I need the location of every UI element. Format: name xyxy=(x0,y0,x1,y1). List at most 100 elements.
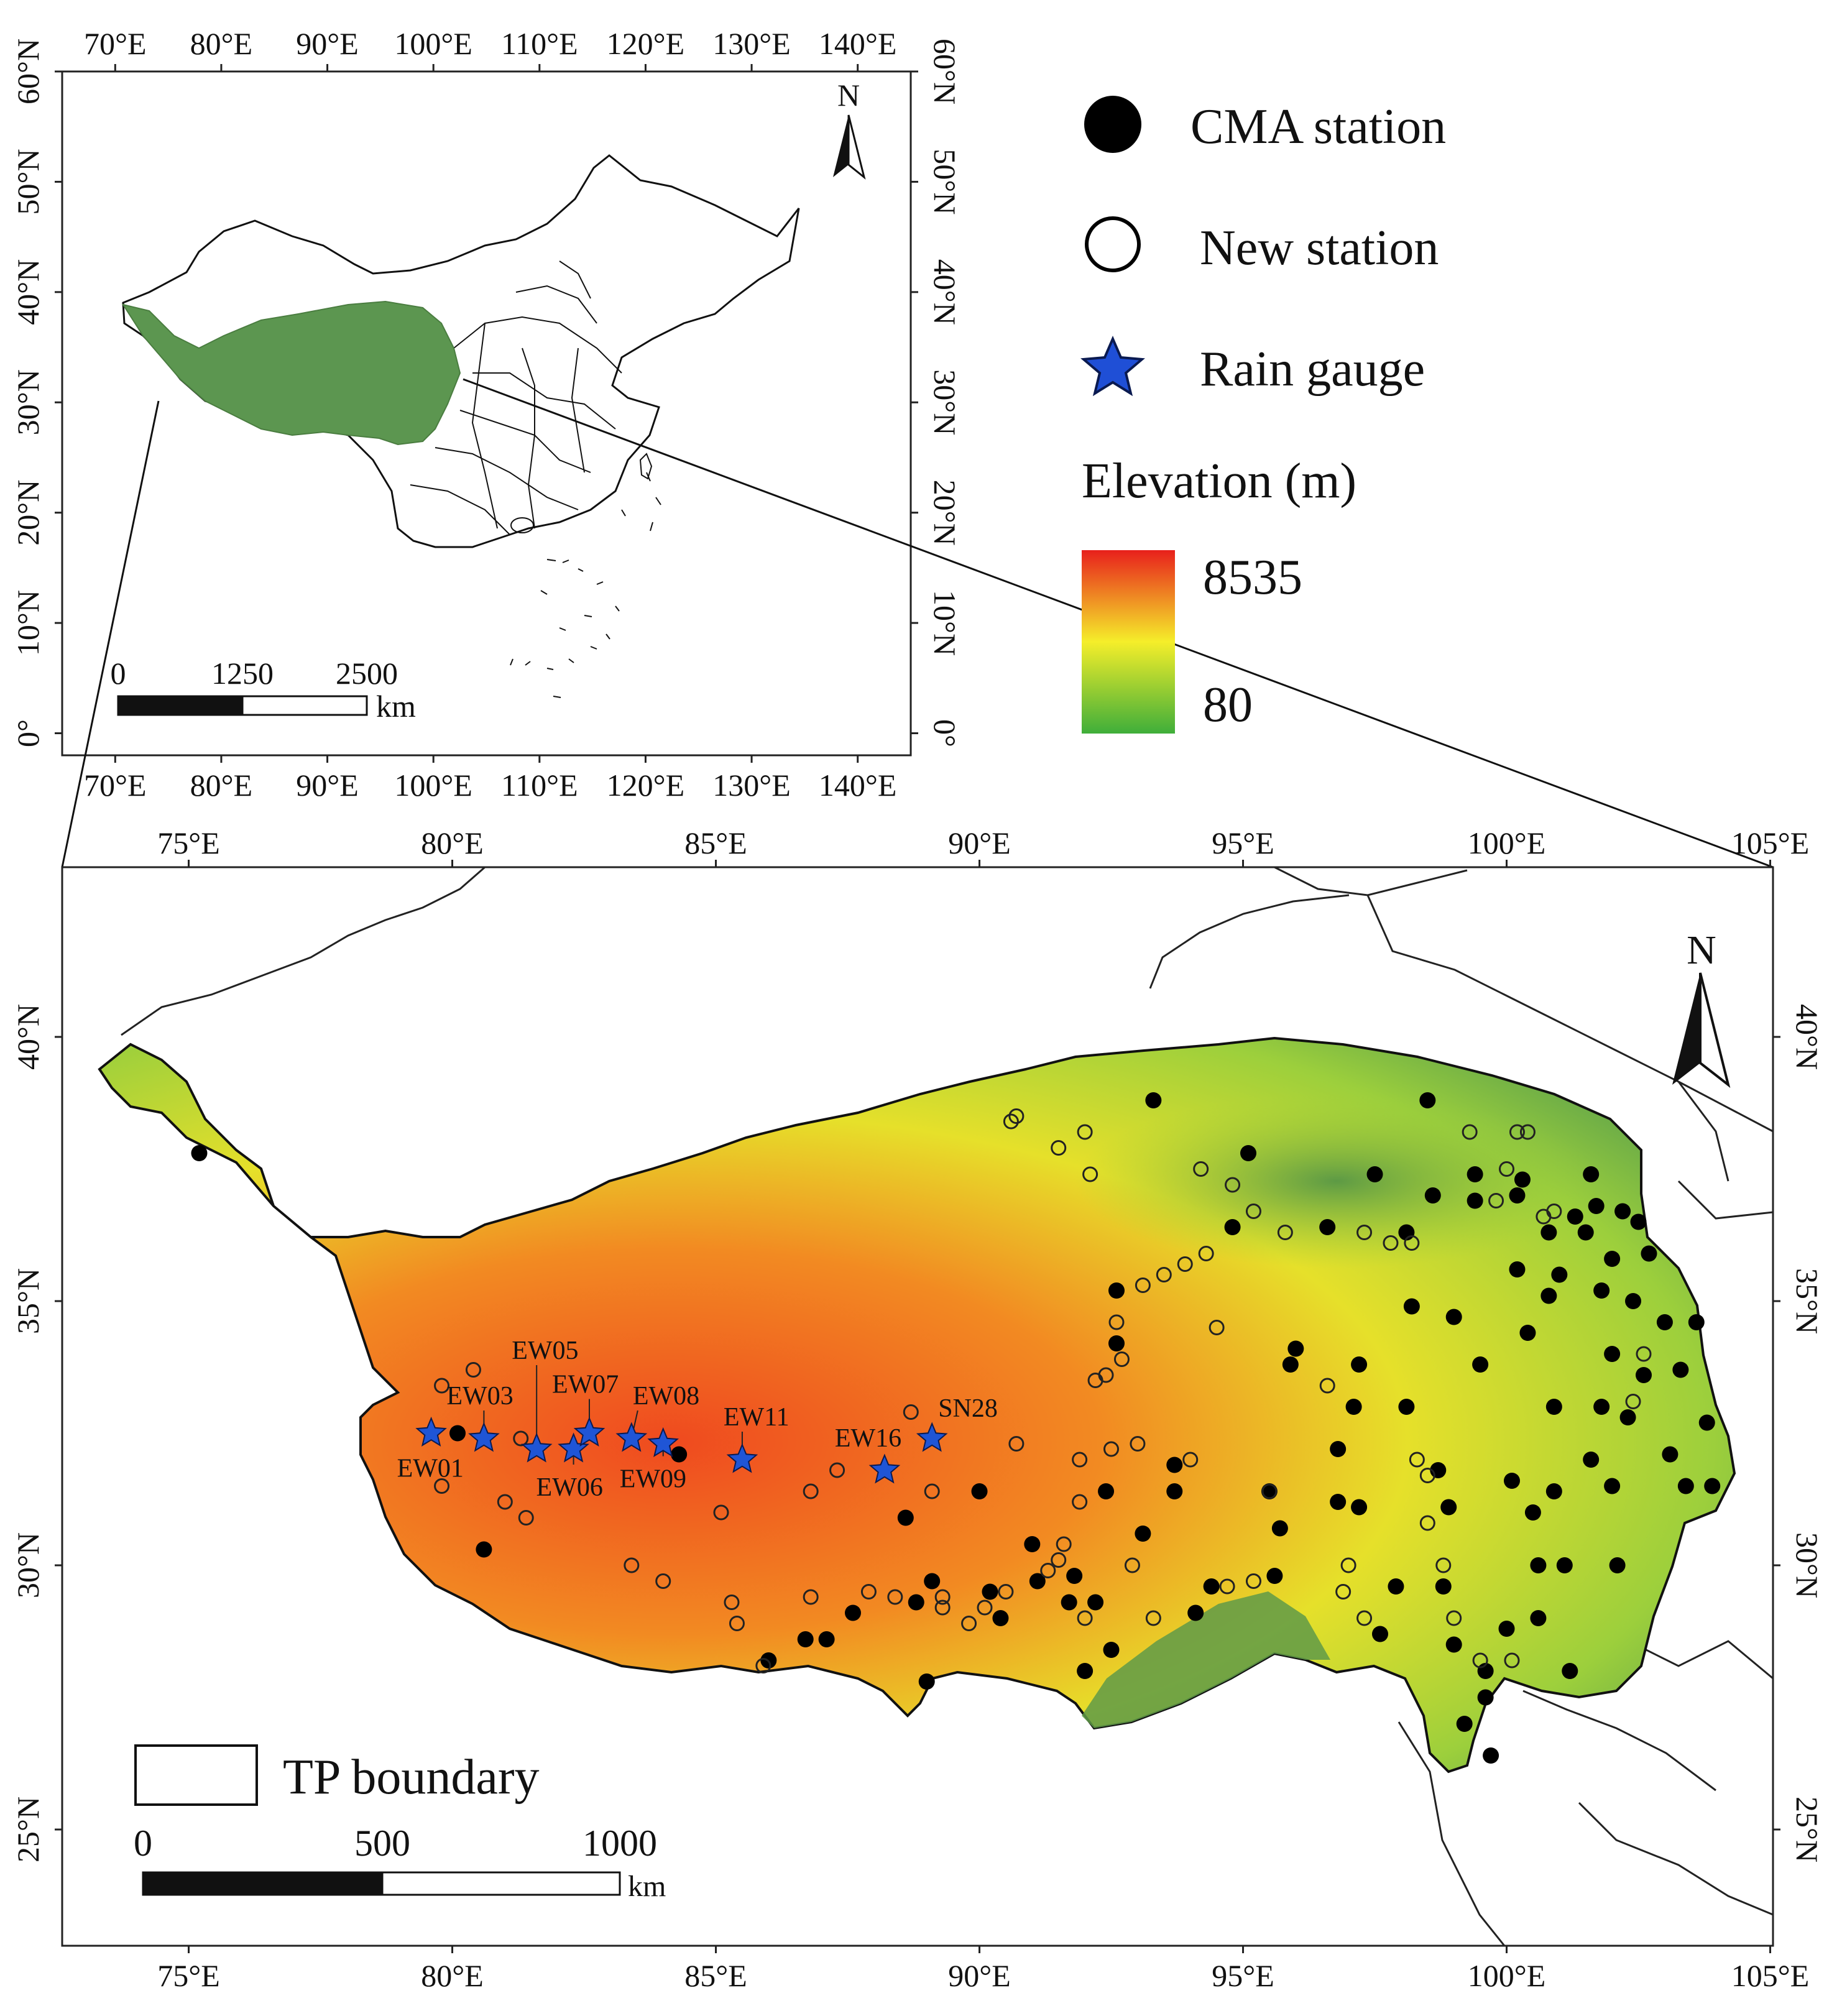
cma-station-5 xyxy=(797,1631,814,1647)
legend-elevation-max: 8535 xyxy=(1203,550,1302,605)
inset-lon-label-bottom-130: 130°E xyxy=(712,768,791,803)
taiwan-island xyxy=(639,453,653,480)
cma-station-37 xyxy=(1287,1340,1304,1357)
rain-gauge-EW11 xyxy=(726,1443,758,1473)
cma-station-82 xyxy=(1593,1399,1610,1415)
cma-station-83 xyxy=(1604,1251,1621,1267)
cma-station-81 xyxy=(1593,1282,1610,1299)
country-borders xyxy=(121,867,1773,1946)
new-station-182 xyxy=(1504,1652,1520,1668)
cma-station-90 xyxy=(1630,1213,1647,1230)
inset-scale-2500: 2500 xyxy=(336,656,398,691)
cma-station-102 xyxy=(1445,1309,1462,1325)
new-station-107 xyxy=(497,1494,513,1510)
new-station-159 xyxy=(1383,1235,1399,1251)
cma-station-33 xyxy=(1261,1483,1278,1499)
cma-station-64 xyxy=(1509,1261,1526,1277)
cma-station-79 xyxy=(1583,1166,1600,1182)
inset-scale-0: 0 xyxy=(111,656,126,691)
main-lon-ticks-bottom: 75°E 80°E 85°E 90°E 95°E 100°E 105°E xyxy=(157,1946,1809,1993)
cma-station-75 xyxy=(1556,1557,1573,1573)
cma-station-13 xyxy=(982,1583,998,1600)
legend-elevation-min: 80 xyxy=(1203,678,1253,732)
new-station-113 xyxy=(724,1595,740,1610)
gauge-label-EW05: EW05 xyxy=(512,1337,578,1365)
new-station-145 xyxy=(1156,1267,1172,1282)
cma-station-14 xyxy=(992,1610,1009,1626)
stations-layer xyxy=(191,1092,1721,1764)
main-scale-500: 500 xyxy=(354,1823,410,1864)
cma-station-86 xyxy=(1609,1557,1626,1573)
rain-gauge-EW06 xyxy=(558,1432,589,1463)
new-station-133 xyxy=(1072,1452,1088,1468)
cma-station-11 xyxy=(918,1673,935,1690)
new-station-105 xyxy=(465,1362,481,1378)
cma-station-73 xyxy=(1545,1399,1562,1415)
main-lat-label-left-40: 40°N xyxy=(11,1004,45,1070)
main-lat-label-right-35: 35°N xyxy=(1790,1268,1825,1334)
cma-station-29 xyxy=(1187,1604,1204,1621)
cma-station-87 xyxy=(1614,1203,1631,1220)
main-lon-label-bottom-100: 100°E xyxy=(1468,1958,1546,1993)
new-station-167 xyxy=(1509,1124,1525,1140)
main-lon-label-bottom-75: 75°E xyxy=(157,1958,220,1993)
new-station-160 xyxy=(1404,1235,1420,1251)
new-station-180 xyxy=(1446,1610,1462,1626)
cma-station-36 xyxy=(1282,1356,1299,1373)
tp-boundary-swatch xyxy=(134,1744,258,1806)
new-station-115 xyxy=(755,1658,771,1673)
cma-station-7 xyxy=(845,1604,861,1621)
new-station-168 xyxy=(1519,1124,1536,1140)
inset-lon-label-top-70: 70°E xyxy=(84,26,147,61)
new-station-147 xyxy=(1182,1452,1199,1468)
main-lon-label-top-75: 75°E xyxy=(157,826,220,860)
new-station-109 xyxy=(518,1510,534,1526)
new-station-138 xyxy=(1103,1441,1120,1457)
cma-station-31 xyxy=(1224,1219,1241,1235)
rain-gauge-EW05 xyxy=(520,1432,553,1463)
new-station-151 xyxy=(1245,1573,1261,1589)
new-station-177 xyxy=(1082,1166,1098,1182)
new-station-114 xyxy=(729,1616,745,1631)
new-station-118 xyxy=(829,1462,845,1478)
inset-lon-label-bottom-110: 110°E xyxy=(501,768,578,803)
cma-station-30 xyxy=(1203,1578,1220,1595)
legend-cma-label: CMA station xyxy=(1190,99,1446,154)
cma-station-98 xyxy=(1698,1414,1715,1431)
cma-station-42 xyxy=(1351,1356,1368,1373)
main-lon-label-top-80: 80°E xyxy=(421,826,484,860)
new-station-148 xyxy=(1198,1246,1214,1261)
main-lon-label-top-85: 85°E xyxy=(684,826,747,860)
new-station-181 xyxy=(1472,1652,1488,1668)
new-station-123 xyxy=(934,1599,951,1616)
main-lon-label-bottom-80: 80°E xyxy=(421,1958,484,1993)
inset-lon-label-top-120: 120°E xyxy=(607,26,685,61)
inset-lon-label-bottom-90: 90°E xyxy=(296,768,359,803)
tp-boundary-label: TP boundary xyxy=(283,1750,540,1805)
main-lon-label-top-95: 95°E xyxy=(1212,826,1274,860)
inset-lon-label-top-100: 100°E xyxy=(394,26,472,61)
main-lon-label-top-100: 100°E xyxy=(1468,826,1546,860)
cma-station-55 xyxy=(1456,1716,1473,1732)
cma-station-94 xyxy=(1662,1446,1679,1463)
cma-station-95 xyxy=(1672,1361,1689,1378)
tp-inset-region xyxy=(121,300,461,446)
new-station-137 xyxy=(1098,1367,1114,1383)
main-lon-label-top-90: 90°E xyxy=(948,826,1011,860)
new-station-132 xyxy=(1056,1536,1072,1552)
rain-gauge-EW09 xyxy=(647,1427,679,1458)
cma-station-69 xyxy=(1530,1557,1547,1573)
inset-frame xyxy=(61,70,912,757)
legend: CMA station New station Rain gauge Eleva… xyxy=(1080,96,1446,734)
main-lat-label-left-35: 35°N xyxy=(11,1268,45,1334)
rain-gauge-EW01 xyxy=(415,1416,447,1447)
inset-lat-label-right-40: 40°N xyxy=(928,259,962,325)
new-station-157 xyxy=(1340,1557,1356,1573)
new-station-152 xyxy=(1245,1204,1261,1219)
cma-station-85 xyxy=(1604,1478,1621,1494)
new-station-154 xyxy=(1277,1225,1293,1240)
inset-lon-label-top-130: 130°E xyxy=(712,26,791,61)
cma-station-18 xyxy=(1066,1568,1083,1584)
cma-station-6 xyxy=(818,1631,835,1647)
inset-lon-label-bottom-100: 100°E xyxy=(394,768,472,803)
